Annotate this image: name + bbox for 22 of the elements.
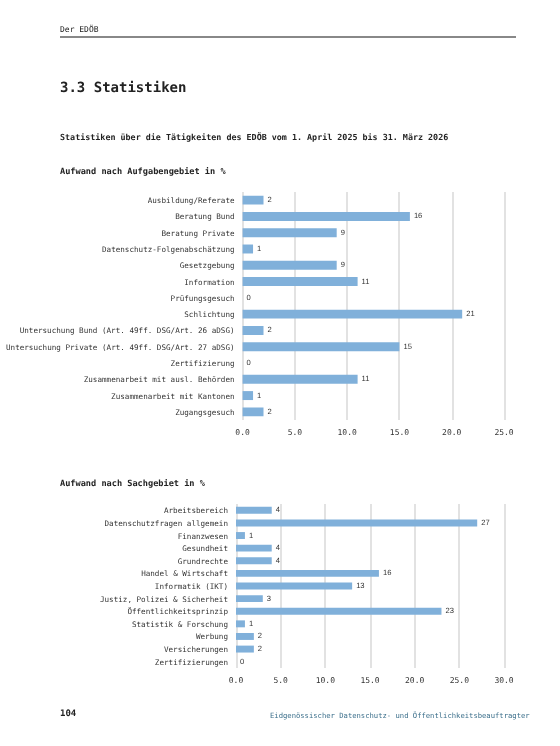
- bar: [242, 374, 358, 384]
- bar: [242, 211, 410, 221]
- bar: [242, 325, 264, 335]
- bar: [236, 632, 254, 640]
- bar: [236, 544, 272, 552]
- bar: [242, 309, 463, 319]
- bar: [242, 260, 337, 270]
- bar: [236, 595, 263, 603]
- bar: [236, 607, 442, 615]
- bar: [242, 195, 264, 205]
- bar: [242, 277, 358, 287]
- bar: [236, 532, 245, 540]
- bar: [236, 557, 272, 565]
- bar: [236, 620, 245, 628]
- bar: [242, 228, 337, 238]
- bar: [242, 407, 264, 417]
- bar: [242, 342, 400, 352]
- bar: [236, 506, 272, 514]
- bar: [242, 391, 254, 401]
- bar: [236, 569, 379, 577]
- bar: [236, 645, 254, 653]
- bar: [236, 519, 478, 527]
